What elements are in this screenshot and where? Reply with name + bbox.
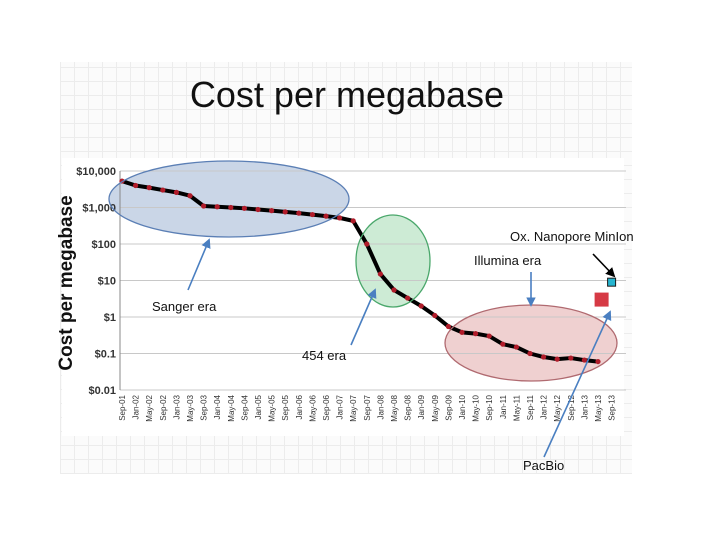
454-era-label: 454 era: [302, 348, 347, 363]
nanopore-arrow: [592, 253, 616, 278]
pacbio-label: PacBio: [523, 458, 564, 473]
x-tick-label: May-13: [594, 394, 603, 421]
data-point: [541, 354, 547, 360]
sanger-arrow: [187, 238, 211, 291]
x-tick-label: Sep-07: [363, 394, 372, 420]
x-tick-label: Sep-11: [526, 394, 535, 420]
x-tick-label: Sep-04: [240, 394, 249, 420]
x-tick-label: May-08: [390, 394, 399, 421]
sanger-era-region-fill: [109, 161, 349, 237]
x-tick-label: Jan-03: [172, 394, 181, 419]
454-arrow: [350, 288, 377, 346]
data-point: [568, 355, 574, 361]
data-point: [405, 295, 411, 301]
x-tick-label: Jan-13: [580, 394, 589, 419]
x-tick-label: May-09: [431, 394, 440, 421]
x-tick-label: May-11: [512, 394, 521, 421]
data-point: [269, 208, 275, 214]
data-point: [282, 209, 288, 215]
x-tick-label: Sep-05: [281, 394, 290, 420]
y-axis-label: Cost per megabase: [56, 195, 77, 370]
pacbio-arrow: [543, 310, 612, 458]
data-point: [160, 187, 166, 193]
data-point: [554, 356, 560, 362]
data-point: [133, 182, 139, 189]
y-tick-label: $100: [92, 239, 116, 251]
x-tick-label: Sep-06: [322, 394, 331, 420]
data-point: [500, 341, 506, 347]
x-tick-label: May-02: [145, 394, 154, 421]
data-point: [391, 287, 397, 293]
x-tick-label: May-03: [186, 394, 195, 421]
y-tick-label: $0.01: [88, 385, 116, 397]
x-tick-label: Sep-02: [159, 394, 168, 420]
y-tick-label: $1: [104, 312, 116, 324]
data-point: [432, 312, 438, 319]
illumina-era-label: Illumina era: [474, 253, 542, 268]
data-point: [350, 218, 356, 224]
sanger-era-region-outline: [108, 160, 350, 238]
data-point: [527, 350, 533, 357]
data-point: [337, 215, 343, 221]
y-tick-label: $1,000: [82, 203, 116, 215]
x-tick-label: Jan-04: [213, 394, 222, 419]
x-tick-label: Jan-06: [295, 394, 304, 419]
data-point: [459, 329, 465, 335]
x-tick-label: Sep-03: [200, 394, 209, 420]
x-tick-label: Sep-12: [567, 394, 576, 420]
sanger-era-label: Sanger era: [152, 299, 217, 314]
x-tick-label: Jan-05: [254, 394, 263, 419]
nanopore-point: [607, 277, 617, 287]
data-point: [296, 210, 302, 216]
454-era-region-outline: [355, 214, 431, 308]
data-point: [241, 205, 247, 211]
data-point: [473, 331, 479, 337]
x-tick-label: Jan-10: [458, 394, 467, 419]
data-point: [445, 323, 451, 330]
data-point: [228, 204, 234, 211]
x-tick-label: Sep-13: [608, 394, 617, 420]
y-tick-label: $0.1: [95, 349, 116, 361]
x-tick-label: May-04: [227, 394, 236, 421]
illumina-era-region-fill: [445, 305, 617, 381]
454-era-region-fill: [356, 215, 430, 307]
x-tick-label: Jan-12: [540, 394, 549, 419]
x-tick-label: Jan-11: [499, 394, 508, 418]
data-point: [581, 357, 588, 363]
data-point: [364, 241, 370, 247]
x-tick-label: May-07: [349, 394, 358, 421]
data-point: [173, 189, 179, 195]
x-tick-label: Jan-02: [132, 394, 141, 419]
x-tick-label: Jan-07: [336, 394, 345, 419]
data-point: [255, 206, 261, 213]
x-tick-label: Sep-10: [485, 394, 494, 420]
x-tick-label: Jan-08: [376, 394, 385, 419]
pacbio-point: [594, 292, 609, 307]
data-point: [146, 185, 152, 191]
data-point: [201, 203, 207, 209]
data-point: [486, 333, 492, 339]
data-point: [187, 193, 193, 199]
x-tick-label: May-06: [308, 394, 317, 421]
nanopore-label: Ox. Nanopore MinIon: [510, 229, 634, 244]
data-point: [595, 358, 601, 365]
data-point: [418, 303, 424, 309]
x-tick-label: Jan-09: [417, 394, 426, 419]
x-tick-label: May-05: [268, 394, 277, 421]
y-tick-label: $10,000: [76, 166, 116, 178]
x-tick-label: Sep-08: [404, 394, 413, 420]
data-point: [377, 271, 383, 277]
y-tick-label: $10: [98, 276, 116, 288]
x-tick-label: Sep-09: [444, 394, 453, 420]
x-tick-label: May-12: [553, 394, 562, 421]
data-point: [309, 211, 315, 218]
slide-title: Cost per megabase: [189, 74, 505, 115]
data-point: [513, 344, 520, 350]
data-point: [214, 204, 220, 210]
x-tick-label: May-10: [472, 394, 481, 421]
x-tick-label: Sep-01: [118, 394, 127, 420]
data-point: [323, 213, 329, 219]
